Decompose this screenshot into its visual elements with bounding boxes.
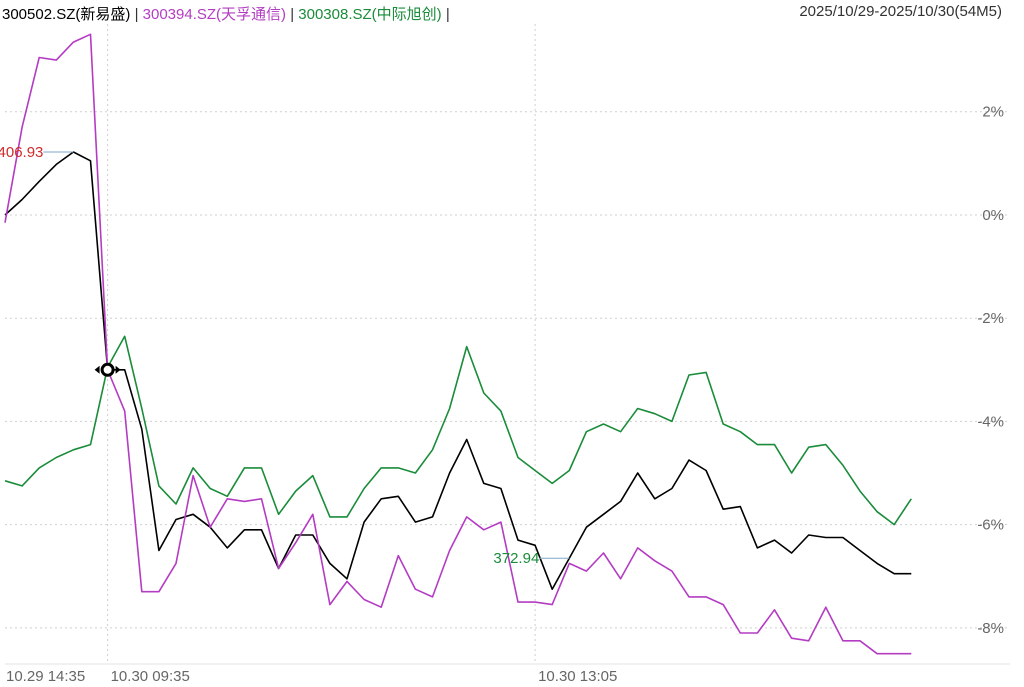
legend: 300502.SZ(新易盛) | 300394.SZ(天孚通信) | 30030… <box>2 3 450 24</box>
y-tick-label: -2% <box>977 310 1004 327</box>
y-tick-label: -8% <box>977 620 1004 637</box>
high-value-label: 406.93 <box>0 144 43 161</box>
date-range: 2025/10/29-2025/10/30(54M5) <box>799 3 1002 20</box>
y-tick-label: 0% <box>982 207 1004 224</box>
legend-item-2[interactable]: 300394.SZ(天孚通信) <box>143 6 291 23</box>
legend-code-2: 300394.SZ <box>142 6 217 23</box>
y-tick-label: -4% <box>977 413 1004 430</box>
legend-separator-end: | <box>445 6 450 23</box>
legend-item-1[interactable]: 300502.SZ(新易盛) <box>2 6 135 23</box>
legend-name-1: (新易盛) <box>75 6 131 23</box>
series-line-2 <box>4 33 912 655</box>
legend-item-3[interactable]: 300308.SZ(中际旭创) <box>298 6 446 23</box>
x-tick-label: 10.30 09:35 <box>111 668 190 685</box>
chart-header: 300502.SZ(新易盛) | 300394.SZ(天孚通信) | 30030… <box>0 0 1024 24</box>
legend-name-2: (天孚通信) <box>216 6 287 23</box>
legend-name-3: (中际旭创) <box>371 6 442 23</box>
y-tick-label: 2% <box>982 104 1004 121</box>
legend-code-1: 300502.SZ <box>2 6 76 23</box>
series-line-3 <box>4 335 912 526</box>
y-tick-label: -6% <box>977 517 1004 534</box>
legend-separator: | <box>290 6 299 23</box>
x-tick-label: 10.30 13:05 <box>538 668 617 685</box>
cursor-marker <box>100 362 115 377</box>
x-tick-label: 10.29 14:35 <box>6 668 85 685</box>
legend-code-3: 300308.SZ <box>298 6 372 23</box>
legend-separator: | <box>134 6 143 23</box>
low-value-label: 372.94 <box>493 550 539 567</box>
series-line-1 <box>4 151 912 591</box>
